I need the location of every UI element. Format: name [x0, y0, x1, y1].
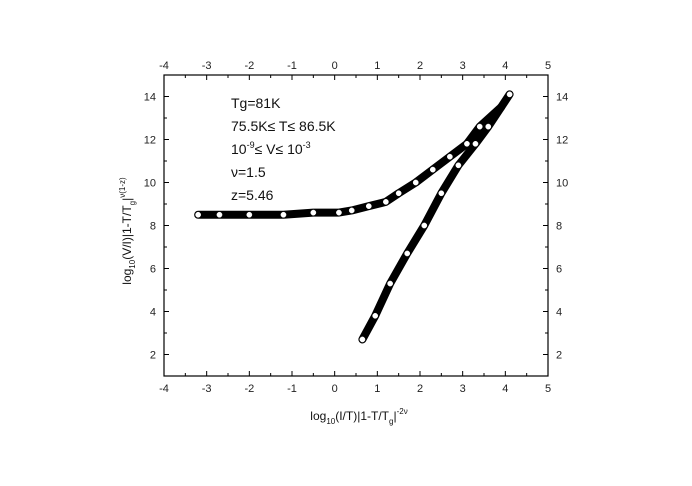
y-axis-label: log10(V/I)|1-T/Tg|ν(1-z)	[118, 177, 137, 285]
x-tick-label-bottom: -3	[202, 383, 212, 395]
x-tick-label-bottom: 4	[502, 383, 508, 395]
x-tick-label-top: 1	[374, 60, 380, 72]
x-axis-label: log10(I/T)|1-T/Tg|-2ν	[310, 407, 407, 426]
series-1-band	[194, 103, 506, 219]
y-tick-label-right: 14	[556, 92, 568, 104]
x-tick-label-bottom: 3	[460, 383, 466, 395]
annotation-nu: ν=1.5	[231, 164, 266, 180]
y-tick-label-right: 8	[556, 221, 562, 233]
x-tick-label-top: -3	[202, 60, 212, 72]
series-1-point	[280, 211, 287, 218]
annotation-voltage-range: 10-9≤ V≤ 10-3	[231, 140, 311, 157]
series-1-point	[310, 209, 317, 216]
annotation-tg: Tg=81K	[231, 95, 281, 111]
series-1-point	[464, 140, 470, 147]
x-tick-label-top: 2	[417, 60, 423, 72]
x-tick-label-bottom: 1	[374, 383, 380, 395]
y-tick-label-left: 4	[150, 307, 156, 319]
x-tick-label-bottom: 5	[545, 383, 551, 395]
series-2-point	[359, 336, 366, 343]
series-1-point	[383, 199, 389, 205]
y-tick-label-right: 10	[556, 178, 568, 190]
x-tick-label-top: -4	[159, 60, 169, 72]
y-tick-label-right: 2	[556, 350, 562, 362]
x-tick-label-bottom: -2	[244, 383, 254, 395]
series-2-point	[372, 312, 379, 319]
series-1-point	[348, 207, 355, 214]
series-2-point	[506, 91, 513, 98]
x-tick-label-top: 0	[332, 60, 338, 72]
series-2-point	[404, 250, 411, 257]
data-layer	[194, 90, 514, 344]
x-tick-label-bottom: -1	[287, 383, 297, 395]
x-tick-label-bottom: 2	[417, 383, 423, 395]
y-tick-label-left: 14	[144, 92, 156, 104]
annotation-block: Tg=81K 75.5K≤ T≤ 86.5K 10-9≤ V≤ 10-3 ν=1…	[231, 95, 336, 203]
x-tick-label-top: -1	[287, 60, 297, 72]
series-1-point	[476, 123, 483, 130]
series-2-point	[421, 222, 428, 229]
y-tick-label-right: 4	[556, 307, 562, 319]
x-tick-label-top: 4	[502, 60, 508, 72]
series-2-band	[358, 90, 514, 344]
series-1-point	[412, 179, 419, 186]
series-2-point	[455, 162, 462, 169]
y-tick-label-left: 2	[150, 350, 156, 362]
x-tick-label-top: 3	[460, 60, 466, 72]
annotation-z: z=5.46	[231, 187, 274, 203]
series-2-point	[472, 140, 479, 147]
series-1-point	[195, 211, 201, 218]
series-2-point	[485, 123, 492, 130]
x-tick-label-bottom: 0	[332, 383, 338, 395]
x-tick-label-top: 5	[545, 60, 551, 72]
series-2-point	[438, 190, 445, 197]
x-tick-label-bottom: -4	[159, 383, 169, 395]
series-1-point	[429, 166, 436, 173]
y-tick-label-left: 12	[144, 135, 156, 147]
series-1-point	[216, 211, 223, 218]
series-1-point	[246, 211, 253, 218]
series-1-point	[365, 203, 372, 209]
y-tick-label-right: 6	[556, 264, 562, 276]
y-tick-label-left: 6	[150, 264, 156, 276]
y-tick-label-right: 12	[556, 135, 568, 147]
y-tick-label-left: 8	[150, 221, 156, 233]
series-1-point	[395, 190, 402, 197]
series-2-point	[387, 280, 393, 287]
x-tick-label-top: -2	[244, 60, 254, 72]
annotation-temperature-range: 75.5K≤ T≤ 86.5K	[231, 118, 336, 134]
series-1-point	[336, 209, 342, 216]
series-1-point	[447, 153, 453, 160]
y-tick-label-left: 10	[144, 178, 156, 190]
